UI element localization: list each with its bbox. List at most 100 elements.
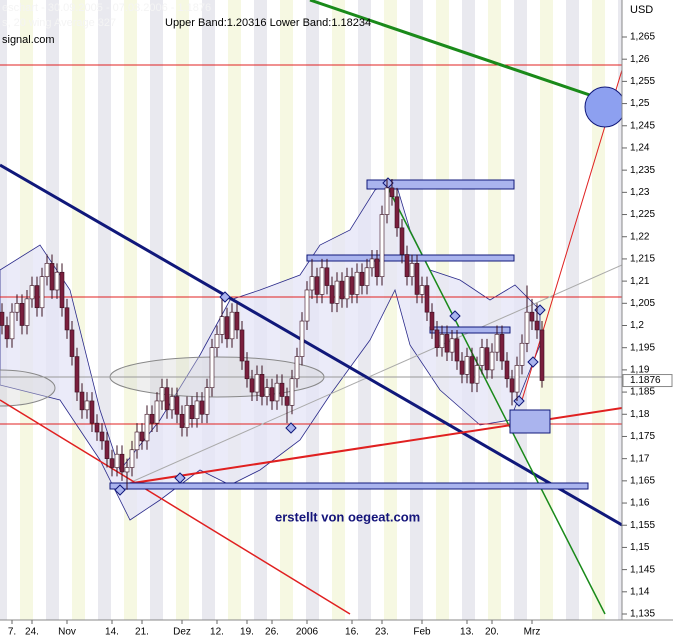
y-tick-label: 1,15	[630, 542, 650, 553]
target-circle	[584, 86, 622, 128]
candle-body	[59, 271, 65, 309]
y-tick-label: 1,245	[630, 120, 655, 131]
candle-body	[524, 311, 530, 344]
candle-body	[344, 276, 350, 300]
candle-body	[314, 276, 320, 295]
marker	[285, 422, 297, 434]
x-tick-label: 16.	[345, 627, 359, 638]
candle-body	[509, 378, 515, 393]
chart-title: eschart - 30.09.2005 - 07.03.2006 - 1.18…	[2, 2, 211, 14]
candle-body	[14, 303, 20, 313]
candle-body	[69, 329, 75, 357]
candle-body	[184, 405, 190, 428]
trend-line	[119, 264, 622, 488]
candle-body	[384, 187, 390, 215]
y-axis-label: USD	[630, 4, 653, 16]
candle-body	[279, 382, 285, 397]
candle-body	[49, 263, 55, 291]
candle-body	[449, 338, 455, 353]
candle-body	[499, 334, 505, 362]
y-tick-label: 1,14	[630, 586, 650, 597]
candle-body	[494, 334, 500, 353]
y-tick-label: 1,205	[630, 298, 655, 309]
candle-body	[134, 431, 140, 451]
candle-body	[289, 378, 295, 406]
candle-body	[329, 285, 335, 304]
candle-body	[154, 400, 160, 424]
candle-body	[274, 382, 280, 402]
y-tick-label: 1,185	[630, 387, 655, 398]
candle-body	[104, 440, 110, 459]
candle-body	[519, 342, 525, 366]
trend-line	[309, 0, 622, 108]
source: signal.com	[2, 34, 55, 46]
y-tick-label: 1,235	[630, 165, 655, 176]
y-tick-label: 1,195	[630, 342, 655, 353]
x-tick-label: 13.	[460, 627, 474, 638]
x-tick-label: 20.	[485, 627, 499, 638]
candle-body	[474, 365, 480, 384]
candle-body	[269, 387, 275, 402]
candle-body	[484, 347, 490, 371]
x-tick-label: 7.	[8, 627, 16, 638]
marker	[174, 472, 186, 484]
candle-body	[469, 356, 475, 384]
candle-body	[254, 374, 260, 393]
candle-body	[419, 285, 425, 295]
markers	[114, 177, 546, 496]
candle-body	[294, 356, 300, 380]
candle-body	[439, 334, 445, 348]
candle-body	[374, 258, 380, 277]
candle-body	[54, 271, 60, 291]
marker	[114, 484, 126, 496]
candle-body	[424, 285, 430, 313]
x-tick-label: 12.	[210, 627, 224, 638]
candle-body	[89, 400, 95, 424]
x-tick-label: 14.	[105, 627, 119, 638]
candle-body	[164, 387, 170, 411]
candle-body	[379, 214, 385, 277]
x-tick-label: 23.	[375, 627, 389, 638]
candle-body	[44, 263, 50, 277]
candle-body	[264, 387, 270, 397]
y-tick-label: 1,17	[630, 453, 650, 464]
x-tick-label: 26.	[265, 627, 279, 638]
candle-body	[324, 267, 330, 286]
candle-body	[224, 316, 230, 340]
candle-body	[214, 334, 220, 348]
zone	[306, 254, 515, 262]
candle-body	[339, 280, 345, 300]
candle-body	[259, 374, 265, 397]
candle-body	[454, 338, 460, 362]
candle-body	[534, 320, 540, 331]
candle-body	[284, 396, 290, 406]
candle-body	[4, 325, 10, 340]
zone	[109, 482, 589, 490]
candle-body	[114, 453, 120, 468]
x-tick-label: 2006	[296, 627, 319, 638]
candle-body	[94, 422, 100, 433]
y-tick-label: 1,24	[630, 143, 650, 154]
candle-body	[9, 311, 15, 340]
candle-body	[404, 254, 410, 277]
candle-body	[504, 360, 510, 380]
y-tick-label: 1,165	[630, 475, 655, 486]
candle-body	[149, 413, 155, 424]
x-tick-label: 21.	[135, 627, 149, 638]
candle-body	[369, 258, 375, 269]
candle-body	[144, 413, 150, 442]
y-tick-label: 1,26	[630, 54, 650, 65]
candle-body	[309, 276, 315, 291]
candle-body	[529, 311, 535, 322]
x-tick-label: Nov	[58, 627, 76, 638]
candle-body	[119, 453, 125, 473]
candle-body	[139, 431, 145, 442]
y-tick-label: 1,18	[630, 409, 650, 420]
candle-body	[349, 276, 355, 295]
candle-body	[159, 387, 165, 402]
candle-body	[229, 311, 235, 340]
candle-body	[99, 431, 105, 442]
candle-body	[489, 351, 495, 371]
candle-body	[304, 289, 310, 322]
candle-body	[319, 267, 325, 295]
